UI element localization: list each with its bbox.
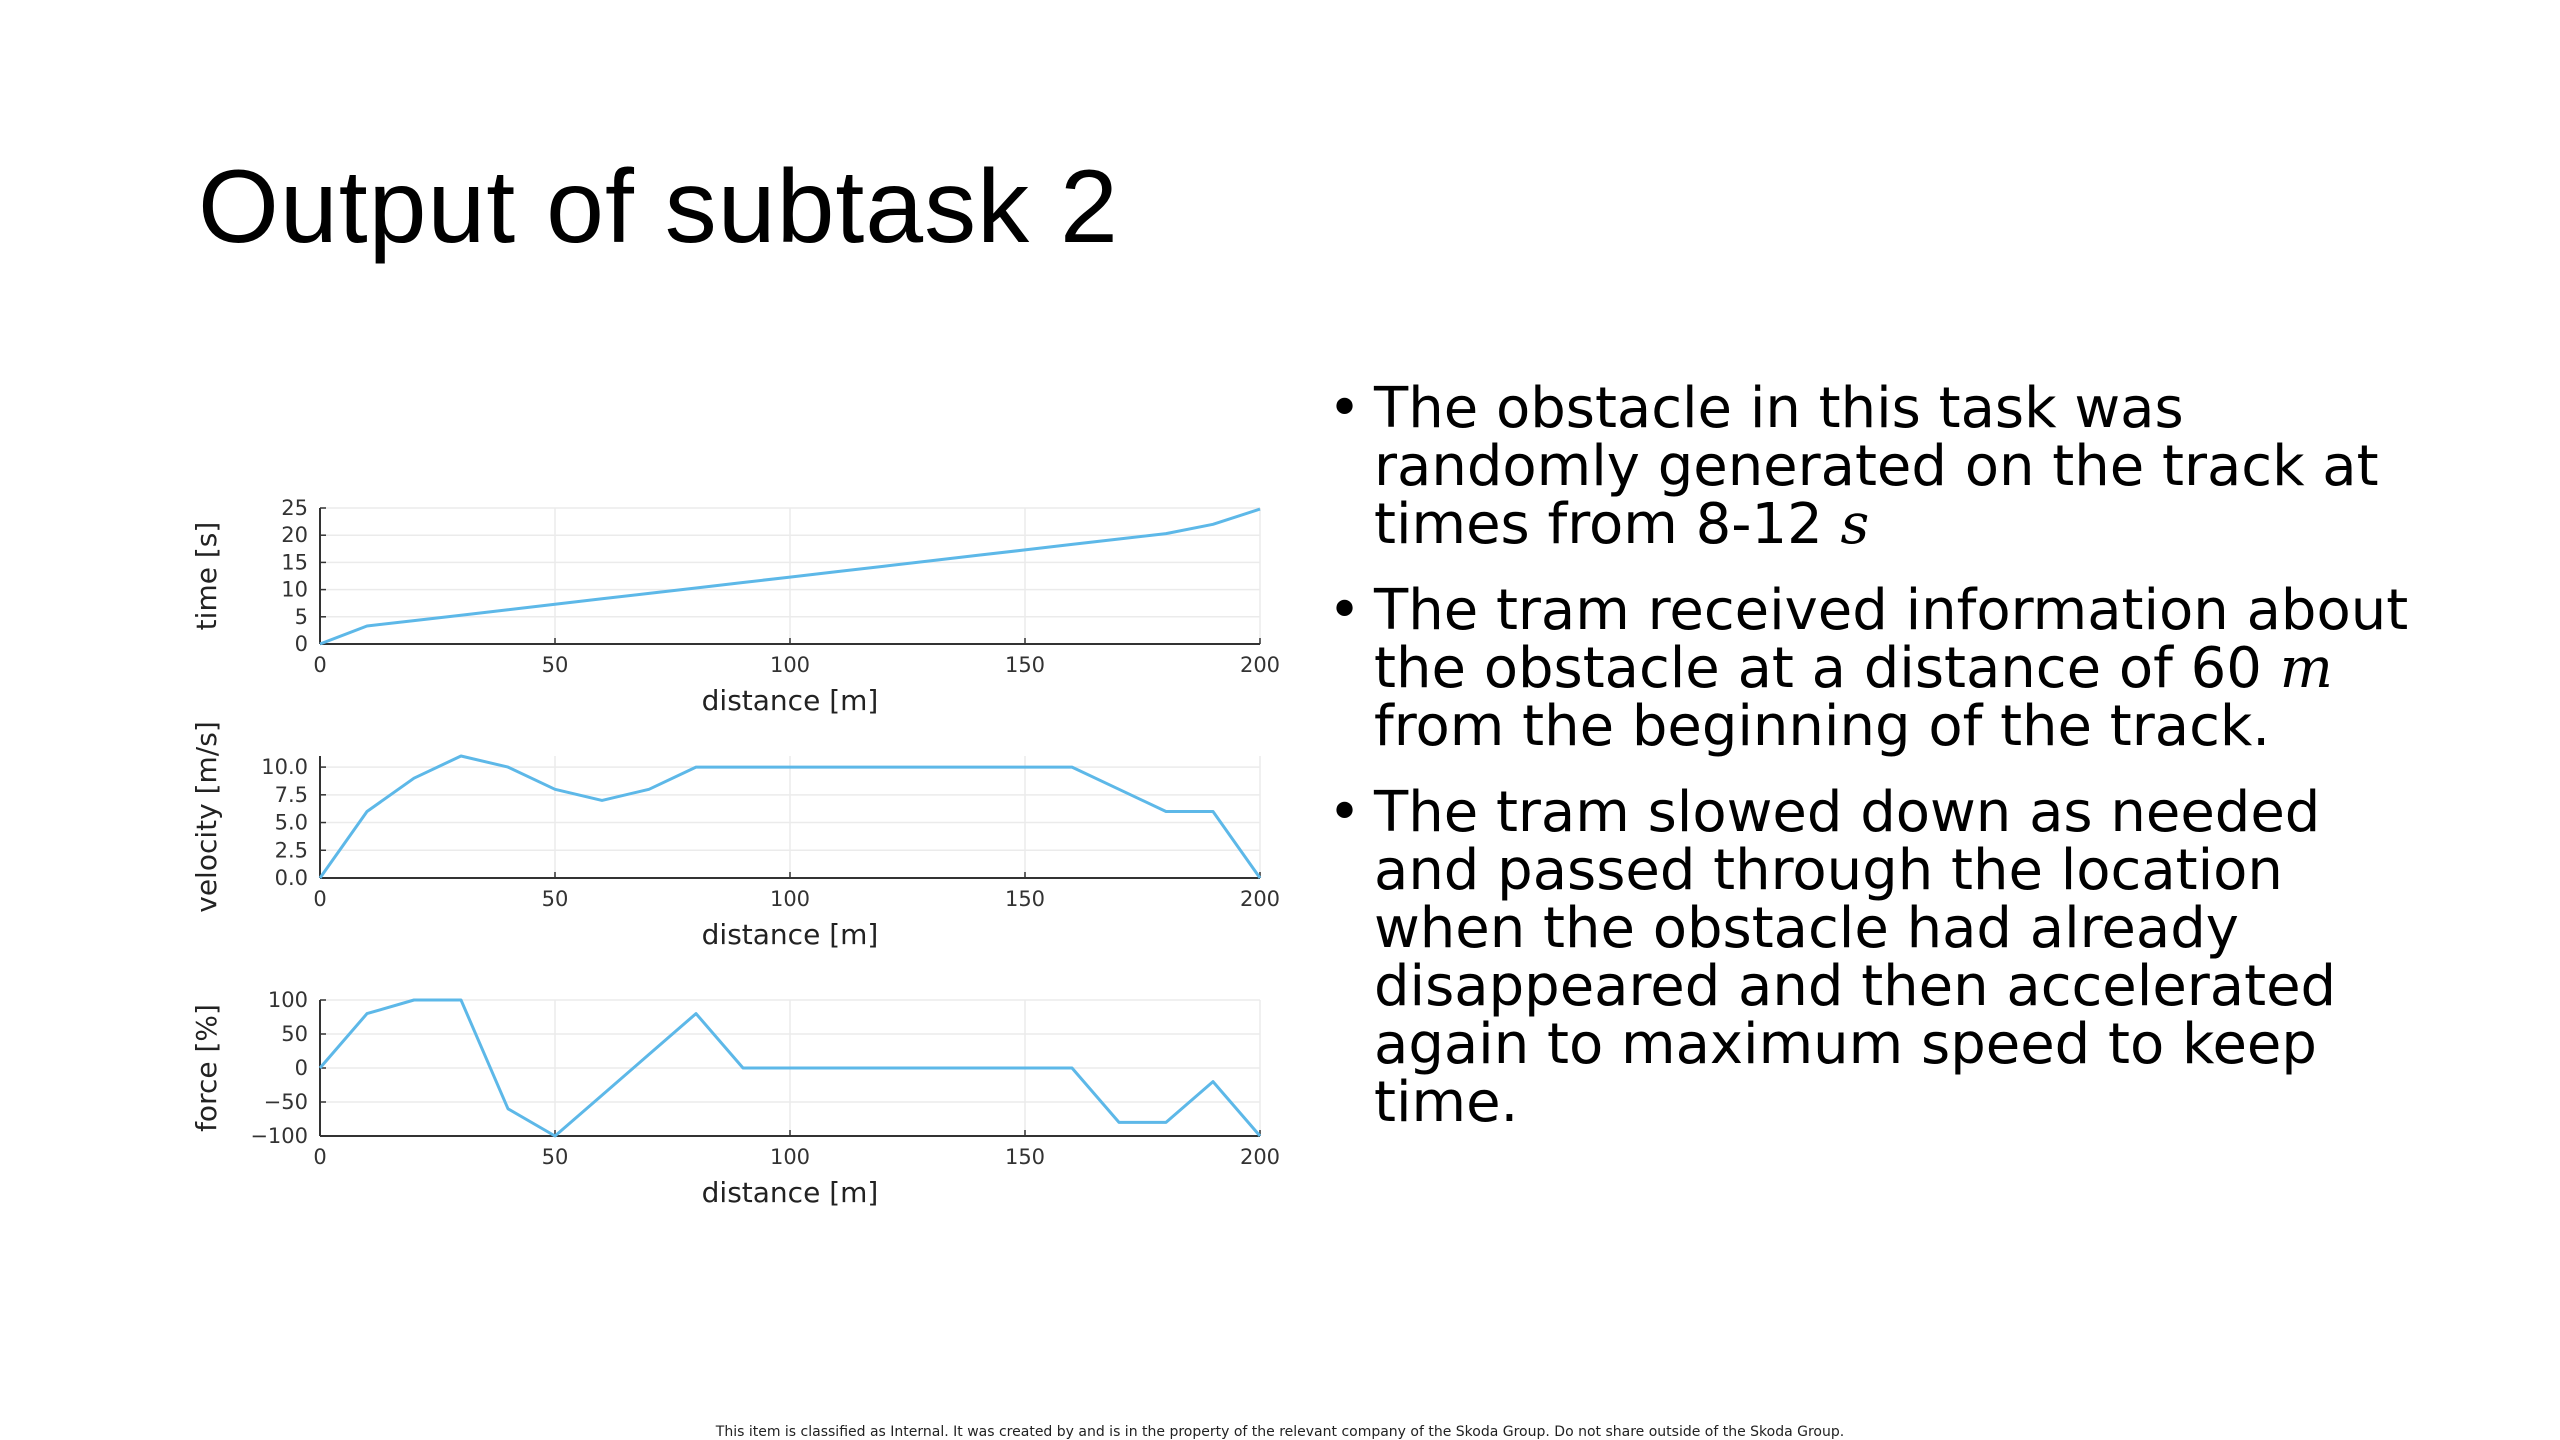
footer-notice: This item is classified as Internal. It …	[715, 1424, 1845, 1440]
y-axis-label: force [%]	[190, 1004, 223, 1132]
bullet-text: The obstacle in this task was randomly g…	[1374, 376, 2379, 557]
y-tick-label: 2.5	[275, 838, 308, 862]
x-tick-label: 150	[1005, 1145, 1045, 1169]
y-tick-label: 0.0	[275, 866, 308, 890]
series-line	[319, 507, 1261, 646]
x-tick-label: 200	[1240, 653, 1280, 677]
x-tick-label: 0	[313, 1145, 326, 1169]
slide-title: Output of subtask 2	[198, 149, 1119, 265]
x-tick-label: 0	[313, 653, 326, 677]
y-tick-label: 0	[295, 1056, 308, 1080]
bullet-item: The tram received information about the …	[1320, 582, 2420, 756]
bullet-math: s	[1840, 492, 1870, 557]
y-tick-label: 100	[268, 988, 308, 1012]
y-tick-label: 7.5	[275, 783, 308, 807]
x-tick-label: 100	[770, 653, 810, 677]
x-tick-label: 50	[542, 653, 569, 677]
series-line	[318, 998, 1262, 1138]
x-tick-label: 100	[770, 1145, 810, 1169]
x-axis-label: distance [m]	[702, 684, 879, 717]
x-axis-label: distance [m]	[702, 1176, 879, 1209]
y-tick-label: −50	[264, 1090, 308, 1114]
bullet-item: The obstacle in this task was randomly g…	[1320, 380, 2420, 554]
y-tick-label: −100	[250, 1124, 308, 1148]
y-tick-label: 10	[281, 578, 308, 602]
charts-panel: 0 50 100 150 200 0 5 10 15 20 25 distance [m] time […	[160, 480, 1280, 1240]
bullet-text: The tram received information about the …	[1374, 578, 2409, 701]
y-tick-label: 15	[281, 550, 308, 574]
x-axis-label: distance [m]	[702, 918, 879, 951]
y-tick-label: 10.0	[261, 755, 308, 779]
y-tick-label: 5	[295, 605, 308, 629]
bullet-text: The tram slowed down as needed and passe…	[1374, 780, 2337, 1135]
bullet-math: m	[2279, 636, 2333, 701]
x-tick-label: 50	[542, 887, 569, 911]
y-tick-label: 20	[281, 523, 308, 547]
bullet-list: The obstacle in this task was randomly g…	[1320, 380, 2420, 1160]
y-axis-label: time [s]	[190, 522, 223, 631]
y-axis-label: velocity [m/s]	[190, 721, 223, 912]
bullet-text: from the beginning of the track.	[1374, 694, 2271, 759]
chart-2: 0 50 100 150 200 0.0 2.5 5.0 7.5 10.0 distance [m]…	[190, 721, 1280, 951]
y-tick-label: 25	[281, 496, 308, 520]
x-tick-label: 200	[1240, 1145, 1280, 1169]
series-line	[318, 754, 1262, 879]
y-tick-label: 0	[295, 632, 308, 656]
x-tick-label: 0	[313, 887, 326, 911]
bullet-item: The tram slowed down as needed and passe…	[1320, 784, 2420, 1132]
chart-3: 0 50 100 150 200 −100 −50 0 50 100 distance [m] for…	[190, 988, 1280, 1209]
x-tick-label: 50	[542, 1145, 569, 1169]
y-tick-label: 50	[281, 1022, 308, 1046]
y-tick-label: 5.0	[275, 811, 308, 835]
x-tick-label: 150	[1005, 887, 1045, 911]
x-tick-label: 100	[770, 887, 810, 911]
x-tick-label: 150	[1005, 653, 1045, 677]
x-tick-label: 200	[1240, 887, 1280, 911]
